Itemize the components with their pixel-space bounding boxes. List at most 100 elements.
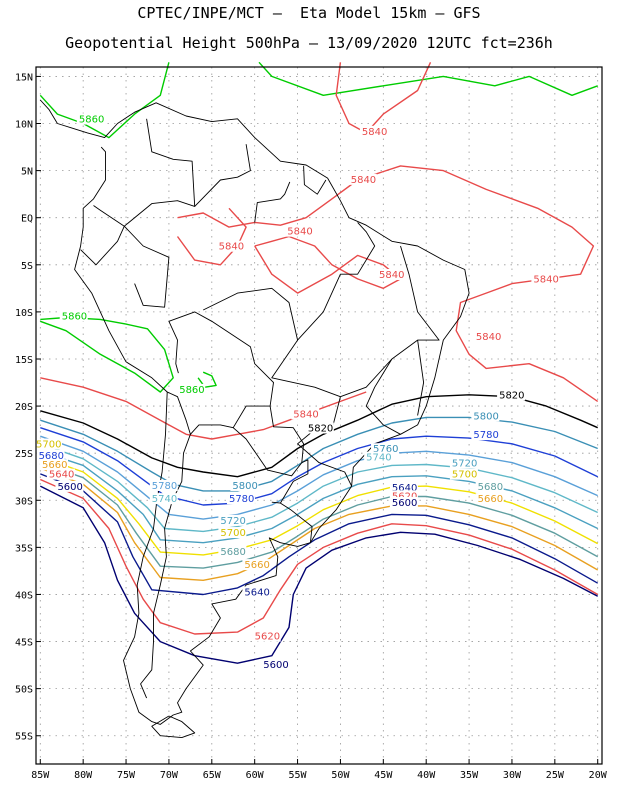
axis-ticks: 15N 10N 5N EQ 5S 10S 15S 20S 25S 30S 35S 40S 45S 50S 5… (15, 72, 608, 781)
contour-label-bg (371, 443, 400, 455)
contour-label: 5640 (392, 483, 417, 494)
contour-label-bg (261, 658, 290, 670)
coastline-segment (194, 144, 251, 207)
contour-labels: 5860 5860 5860 5840 5840 5840 5840 5840 5840 5840… (34, 113, 560, 671)
lat-tick-label: 35S (15, 543, 33, 554)
contour-label: 5760 (373, 444, 398, 455)
lon-tick-label: 55W (289, 770, 308, 781)
lat-tick-label: 45S (15, 638, 33, 649)
contour-label-bg (242, 586, 271, 598)
contour-label: 5860 (62, 311, 87, 322)
contour-label-bg (389, 490, 418, 502)
contour-label-bg (359, 125, 388, 137)
contour-label: 5840 (351, 175, 376, 186)
contour-line (40, 478, 599, 635)
contour-label-bg (389, 496, 418, 508)
coastline-segment (271, 222, 440, 398)
contour-label: 5700 (220, 528, 245, 539)
coastlines-borders (39, 99, 470, 739)
contour-label-bg (177, 383, 206, 395)
lat-tick-label: 55S (15, 732, 33, 743)
contour-label: 5840 (219, 242, 244, 253)
contour-label: 5600 (57, 482, 82, 493)
lon-tick-label: 85W (31, 770, 50, 781)
contour-label-bg (449, 468, 478, 480)
coastline-segment (124, 118, 196, 227)
lat-tick-label: 25S (15, 449, 33, 460)
contour-label-bg (218, 545, 247, 557)
contour-label-bg (252, 630, 281, 642)
contour-label: 5640 (49, 470, 74, 481)
lon-tick-label: 65W (203, 770, 222, 781)
coastline-segment (417, 340, 425, 416)
contour-label-bg (40, 459, 69, 471)
contour-label-bg (230, 479, 259, 491)
lon-tick-label: 70W (160, 770, 179, 781)
map-frame (35, 66, 603, 765)
contour-label: 5840 (362, 127, 387, 138)
contour-line (40, 473, 599, 596)
contour-label-bg (475, 480, 504, 492)
contour-label-bg (449, 457, 478, 469)
contour-label-bg (34, 438, 62, 450)
contour-label: 5820 (499, 391, 524, 402)
lon-tick-label: 75W (117, 770, 136, 781)
contour-line (258, 61, 598, 96)
lon-tick-label: 25W (546, 770, 565, 781)
contour-line (40, 316, 174, 393)
contour-label-bg (216, 240, 245, 252)
coastline-segment (280, 459, 309, 504)
contour-label: 5780 (152, 481, 177, 492)
contour-line (177, 165, 599, 402)
contour-label: 5680 (478, 482, 503, 493)
contour-label-bg (497, 389, 526, 401)
contour-label: 5780 (473, 430, 498, 441)
lon-tick-label: 40W (417, 770, 436, 781)
coastline-segment (167, 311, 274, 435)
contour-label-bg (471, 410, 500, 422)
contour-label-bg (389, 481, 418, 493)
contour-label-bg (149, 493, 178, 505)
contour-label-bg (226, 493, 255, 505)
contour-label-bg (348, 173, 377, 185)
coastline-segment (57, 102, 470, 725)
contour-line (40, 456, 599, 556)
lon-tick-label: 80W (74, 770, 93, 781)
lon-tick-label: 35W (460, 770, 479, 781)
contour-label: 5660 (478, 494, 503, 505)
contour-label-bg (36, 449, 65, 461)
coastline-segment (254, 181, 291, 223)
map-subtitle: Geopotential Height 500hPa – 13/09/2020 … (65, 34, 553, 52)
contour-line (39, 62, 170, 139)
contour-label: 5840 (533, 275, 558, 286)
contour-line (40, 461, 599, 569)
lat-tick-label: 20S (15, 402, 33, 413)
lat-tick-label: 50S (15, 685, 33, 696)
contour-label-bg (377, 268, 406, 280)
contour-line (40, 427, 599, 506)
contour-label-bg (55, 480, 84, 492)
coastline-segment (271, 501, 313, 543)
coastline-segment (140, 434, 191, 699)
contour-label: 5680 (39, 451, 64, 462)
lat-tick-label: 40S (15, 590, 33, 601)
contour-label: 5600 (392, 498, 417, 509)
contour-label: 5720 (220, 516, 245, 527)
contour-line (40, 467, 599, 581)
contour-line (40, 435, 598, 520)
lon-tick-label: 50W (331, 770, 350, 781)
contour-label: 5740 (152, 494, 177, 505)
contour-label: 5620 (392, 491, 417, 502)
contour-label-bg (475, 493, 504, 505)
contour-label: 5820 (308, 424, 333, 435)
lat-tick-label: 10S (15, 308, 33, 319)
contour-label-bg (305, 422, 334, 434)
lat-tick-label: 15N (15, 72, 33, 83)
contour-label-bg (218, 514, 247, 526)
contour-line (176, 207, 247, 266)
contour-label: 5620 (255, 632, 280, 643)
coastline-segment (303, 165, 327, 195)
lat-tick-label: 5S (21, 261, 33, 272)
contour-label-bg (285, 225, 314, 237)
